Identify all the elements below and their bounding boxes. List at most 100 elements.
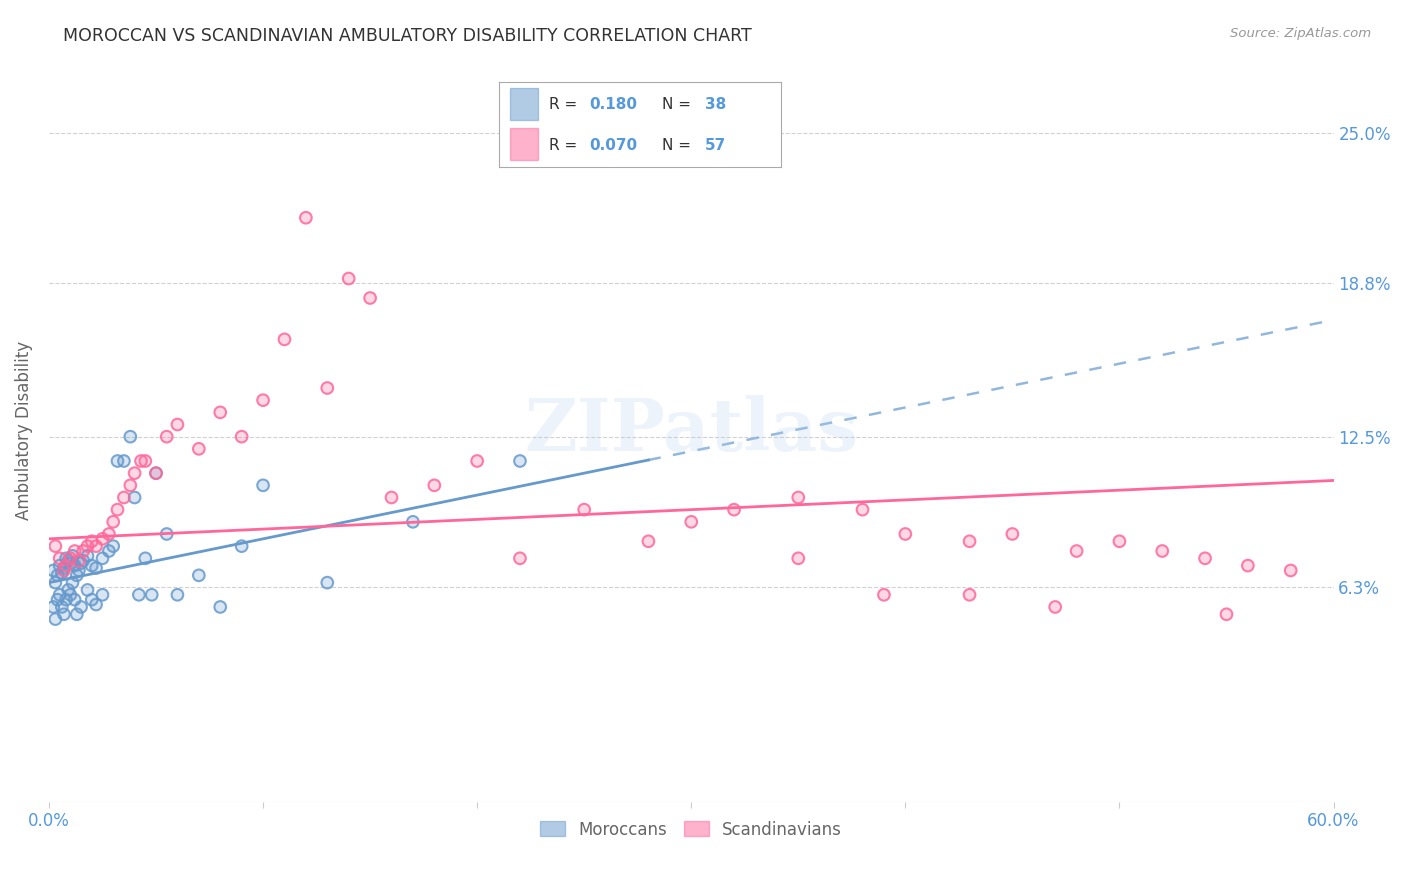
Point — [959, 588, 981, 602]
Point — [62, 575, 84, 590]
Point — [63, 558, 86, 573]
Point — [1194, 551, 1216, 566]
Point — [295, 211, 318, 225]
Point — [103, 539, 125, 553]
Point — [959, 534, 981, 549]
Point — [1108, 534, 1130, 549]
Point — [273, 332, 295, 346]
Point — [70, 556, 93, 570]
Point — [63, 592, 86, 607]
Point — [124, 466, 146, 480]
Point — [44, 539, 66, 553]
Point — [103, 515, 125, 529]
Point — [1043, 599, 1066, 614]
Point — [76, 582, 98, 597]
Point — [42, 564, 65, 578]
Point — [48, 558, 70, 573]
Point — [80, 592, 103, 607]
Point — [52, 607, 75, 622]
Point — [316, 575, 339, 590]
Point — [84, 561, 107, 575]
Point — [52, 561, 75, 575]
Point — [723, 502, 745, 516]
Point — [1237, 558, 1260, 573]
Point — [51, 599, 73, 614]
Point — [273, 332, 295, 346]
Point — [112, 454, 135, 468]
Point — [63, 544, 86, 558]
Point — [48, 588, 70, 602]
Point — [637, 150, 659, 164]
Point — [120, 430, 142, 444]
Point — [209, 599, 232, 614]
Point — [959, 588, 981, 602]
Point — [124, 466, 146, 480]
Point — [231, 539, 253, 553]
Point — [91, 532, 114, 546]
Text: MOROCCAN VS SCANDINAVIAN AMBULATORY DISABILITY CORRELATION CHART: MOROCCAN VS SCANDINAVIAN AMBULATORY DISA… — [63, 27, 752, 45]
Point — [80, 558, 103, 573]
Point — [252, 393, 274, 408]
Point — [509, 551, 531, 566]
Point — [97, 544, 120, 558]
Point — [187, 442, 209, 456]
Point — [103, 539, 125, 553]
Point — [63, 558, 86, 573]
Point — [402, 515, 425, 529]
Point — [58, 554, 80, 568]
Point — [55, 551, 77, 566]
Point — [84, 539, 107, 553]
Point — [58, 554, 80, 568]
Point — [112, 454, 135, 468]
Point — [145, 466, 167, 480]
Point — [1215, 607, 1237, 622]
Point — [637, 534, 659, 549]
Point — [55, 558, 77, 573]
Point — [46, 568, 69, 582]
Point — [156, 430, 179, 444]
Point — [55, 592, 77, 607]
Point — [59, 556, 82, 570]
Point — [51, 599, 73, 614]
Point — [1066, 544, 1088, 558]
Point — [1152, 544, 1174, 558]
Point — [187, 568, 209, 582]
Point — [209, 405, 232, 419]
Point — [59, 588, 82, 602]
Point — [145, 466, 167, 480]
Point — [91, 551, 114, 566]
Point — [1194, 551, 1216, 566]
Point — [66, 568, 89, 582]
Point — [1001, 527, 1024, 541]
Point — [84, 598, 107, 612]
Point — [107, 454, 129, 468]
Point — [465, 454, 488, 468]
Point — [574, 502, 596, 516]
Point — [873, 588, 896, 602]
Point — [62, 549, 84, 563]
Point — [44, 612, 66, 626]
Point — [1066, 544, 1088, 558]
Point — [84, 539, 107, 553]
Point — [120, 478, 142, 492]
Point — [42, 564, 65, 578]
Y-axis label: Ambulatory Disability: Ambulatory Disability — [15, 341, 32, 520]
Point — [1279, 564, 1302, 578]
Point — [166, 417, 188, 432]
Point — [1043, 599, 1066, 614]
Point — [141, 588, 163, 602]
Point — [51, 566, 73, 580]
Point — [145, 466, 167, 480]
Point — [55, 558, 77, 573]
Point — [187, 568, 209, 582]
Point — [62, 549, 84, 563]
Point — [316, 575, 339, 590]
Point — [209, 599, 232, 614]
Point — [134, 454, 156, 468]
Point — [97, 544, 120, 558]
Point — [145, 466, 167, 480]
Point — [91, 588, 114, 602]
Point — [44, 539, 66, 553]
Point — [141, 588, 163, 602]
Point — [44, 612, 66, 626]
